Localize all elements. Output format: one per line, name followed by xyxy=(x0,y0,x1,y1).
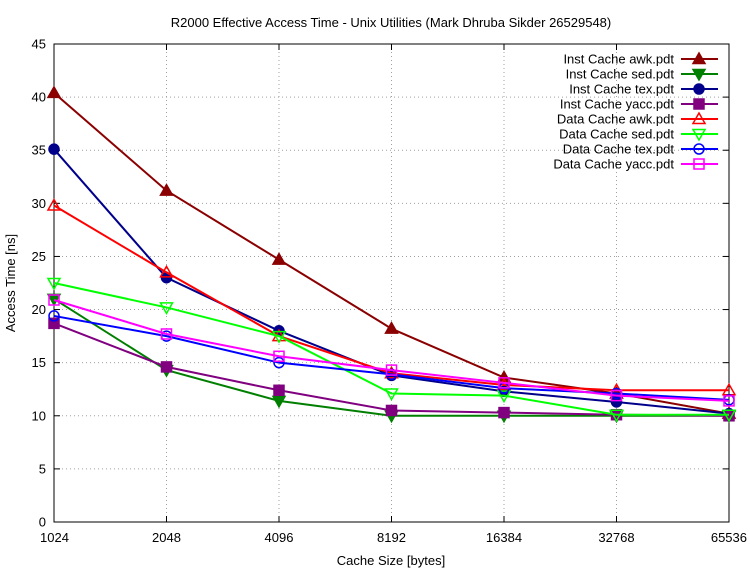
x-tick-label: 65536 xyxy=(711,530,747,545)
series-layer xyxy=(46,85,737,424)
data-point xyxy=(384,365,399,379)
data-point xyxy=(160,328,173,340)
legend-marker xyxy=(693,98,705,110)
data-point xyxy=(609,409,624,423)
data-point xyxy=(610,389,623,402)
data-point xyxy=(46,293,62,307)
series-line xyxy=(53,299,730,402)
legend-label: Data Cache awk.pdt xyxy=(557,112,674,127)
data-point xyxy=(384,321,399,334)
legend-label: Inst Cache tex.pdt xyxy=(569,82,674,97)
legend-marker xyxy=(693,83,705,95)
x-tick-label: 32768 xyxy=(598,530,634,545)
data-point xyxy=(496,390,512,404)
data-point xyxy=(384,388,399,401)
y-tick-label: 15 xyxy=(32,355,46,370)
x-tick-label: 1024 xyxy=(40,530,69,545)
y-axis-label: Access Time [ns] xyxy=(3,234,18,332)
data-point xyxy=(48,317,60,330)
legend-marker xyxy=(691,111,707,125)
legend-label: Data Cache sed.pdt xyxy=(559,127,674,142)
x-tick-label: 4096 xyxy=(265,530,294,545)
x-axis-label: Cache Size [bytes] xyxy=(337,553,445,568)
x-tick-label: 2048 xyxy=(152,530,181,545)
data-point xyxy=(498,377,510,389)
y-tick-label: 40 xyxy=(32,90,46,105)
series-line xyxy=(53,282,729,416)
x-tick-label: 8192 xyxy=(377,530,406,545)
series-line xyxy=(53,314,730,401)
y-tick-label: 20 xyxy=(32,302,46,317)
legend-label: Data Cache tex.pdt xyxy=(563,142,675,157)
legend-label: Data Cache yacc.pdt xyxy=(553,157,674,172)
legend-label: Inst Cache yacc.pdt xyxy=(560,97,675,112)
data-point xyxy=(46,277,62,291)
y-tick-label: 0 xyxy=(39,515,46,530)
x-axis-ticks: 1024 2048 4096 8192 16384 32768 65536 xyxy=(40,44,747,545)
legend-item: Data Cache tex.pdt xyxy=(563,142,718,157)
data-point xyxy=(46,85,62,99)
legend-marker xyxy=(691,51,707,65)
y-tick-label: 10 xyxy=(32,408,46,423)
legend-item: Inst Cache awk.pdt xyxy=(563,51,718,67)
data-point xyxy=(385,404,398,417)
y-tick-label: 25 xyxy=(32,249,46,264)
legend-item: Data Cache sed.pdt xyxy=(559,127,718,142)
x-tick-label: 16384 xyxy=(486,530,522,545)
data-point xyxy=(273,350,285,363)
legend-label: Inst Cache awk.pdt xyxy=(563,52,674,67)
legend-item: Data Cache yacc.pdt xyxy=(553,157,718,172)
data-point xyxy=(159,264,174,278)
legend-marker xyxy=(693,143,705,155)
data-point xyxy=(385,364,398,376)
legend-item: Inst Cache sed.pdt xyxy=(566,67,718,82)
y-tick-label: 30 xyxy=(32,196,46,211)
data-point xyxy=(159,183,174,196)
legend-marker xyxy=(691,68,707,82)
chart-title: R2000 Effective Access Time - Unix Utili… xyxy=(171,15,612,30)
legend-marker xyxy=(691,128,707,142)
data-point xyxy=(48,310,60,322)
y-axis-ticks: 0 5 10 15 20 25 30 35 40 45 xyxy=(32,37,729,530)
data-point xyxy=(610,396,623,408)
legend-item: Inst Cache yacc.pdt xyxy=(560,97,718,112)
data-point xyxy=(273,384,285,397)
legend-marker xyxy=(693,158,705,170)
legend-label: Inst Cache sed.pdt xyxy=(566,67,675,82)
series-8 xyxy=(48,294,735,407)
data-point xyxy=(271,330,287,344)
data-point xyxy=(48,294,60,306)
data-point xyxy=(271,252,287,265)
data-point xyxy=(273,356,285,369)
data-point xyxy=(271,395,287,409)
y-tick-label: 5 xyxy=(39,461,46,476)
data-point xyxy=(160,361,173,373)
legend-item: Data Cache awk.pdt xyxy=(557,111,718,127)
y-tick-label: 35 xyxy=(32,143,46,158)
data-point xyxy=(159,302,174,315)
data-point xyxy=(721,409,737,423)
data-point xyxy=(48,143,60,155)
data-point xyxy=(498,406,510,419)
series-6 xyxy=(46,277,737,423)
legend-item: Inst Cache tex.pdt xyxy=(569,82,718,97)
y-tick-label: 45 xyxy=(32,37,46,52)
data-point xyxy=(46,197,62,211)
data-point xyxy=(723,395,735,407)
